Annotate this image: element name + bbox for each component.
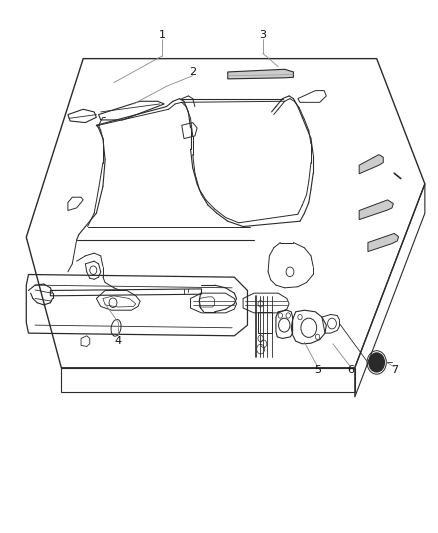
Text: 4: 4 — [115, 336, 122, 346]
Text: 5: 5 — [314, 366, 321, 375]
Polygon shape — [359, 200, 393, 220]
Text: 2: 2 — [189, 67, 196, 77]
Text: 7: 7 — [391, 366, 398, 375]
Text: 3: 3 — [259, 30, 266, 39]
Text: 6: 6 — [347, 366, 354, 375]
Polygon shape — [368, 233, 399, 252]
Circle shape — [369, 353, 385, 372]
Text: 1: 1 — [159, 30, 166, 39]
Polygon shape — [359, 155, 383, 174]
Polygon shape — [228, 69, 293, 79]
